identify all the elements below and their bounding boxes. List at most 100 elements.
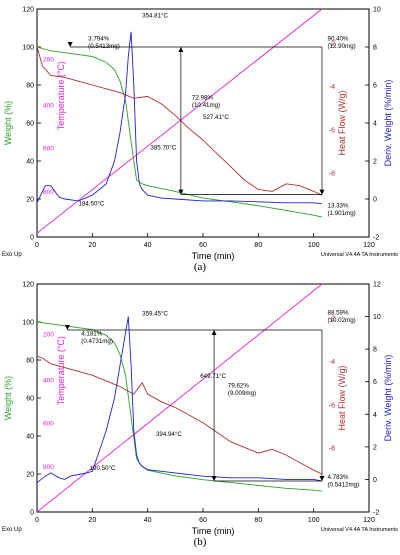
annotation-label: (9.009mg) [228, 390, 256, 397]
temperature-tick-label: 600 [43, 146, 54, 153]
heat-flow-tick-label: -4 [329, 84, 335, 91]
annotation-label: (10.02mg) [328, 317, 356, 324]
deriv-tick-label: 8 [373, 45, 377, 52]
step-arrowhead [178, 47, 184, 52]
deriv-tick-label: 8 [373, 347, 377, 354]
footer-instrument: Universal V4.4A TA Instruments [321, 527, 398, 533]
onset-arrowhead [67, 42, 73, 47]
step-arrowhead [319, 189, 325, 195]
annotation-label: 72.98% [192, 94, 213, 101]
left-tick-label: 120 [22, 282, 34, 289]
annotation-label: (1.901mg) [328, 210, 356, 217]
heat-flow-curve [36, 46, 323, 196]
annotation-label: 4.181% [81, 330, 102, 337]
deriv-tick-label: 0 [373, 197, 377, 204]
x-tick-label: 40 [144, 517, 152, 524]
deriv-tick-label: 4 [373, 412, 377, 419]
x-tick-label: 0 [35, 242, 39, 249]
weight-curve [36, 46, 323, 218]
annotation-label: (0.5413mg) [88, 43, 120, 50]
left-tick-label: 0 [30, 510, 34, 517]
deriv-weight-curve [36, 31, 323, 205]
heat-flow-curve [36, 355, 323, 475]
annotation-label: 385.70°C [150, 145, 176, 152]
deriv-tick-label: 10 [373, 7, 381, 14]
annotation-label: 649.71°C [200, 373, 226, 380]
deriv-tick-label: 6 [373, 83, 377, 90]
left-tick-label: 20 [26, 472, 34, 479]
heat-flow-axis-label: Heat Flow (W/g) [337, 365, 347, 430]
deriv-tick-label: 6 [373, 379, 377, 386]
chart-a-caption: (a) [193, 261, 207, 273]
annotation-label: 3.794% [88, 35, 109, 42]
annotation-label: 13.33% [328, 203, 349, 210]
annotation-label: 190.50°C [90, 465, 116, 472]
heat-flow-tick-label: -2 [329, 316, 335, 323]
left-tick-label: 80 [26, 83, 34, 90]
annotation-label: 4.783% [328, 474, 349, 481]
annotation-label: 527.41°C [203, 114, 229, 121]
annotation-label: 354.81°C [142, 13, 168, 20]
deriv-tick-label: 0 [373, 477, 377, 484]
tga-chart-a: 0 20 40 60 80 100 120 Time (min) Exo Up Universal… [0, 0, 400, 275]
left-tick-label: 40 [26, 159, 34, 166]
deriv-tick-label: 12 [373, 282, 381, 289]
temperature-tick-label: 200 [43, 332, 54, 339]
temperature-tick-label: 800 [43, 189, 54, 196]
x-tick-label: 120 [363, 242, 375, 249]
onset-arrowhead [64, 324, 70, 330]
deriv-tick-label: 4 [373, 121, 377, 128]
x-tick-label: 80 [254, 242, 262, 249]
left-tick-label: 60 [26, 396, 34, 403]
footer-instrument: Universal V4.4A TA Instruments [321, 252, 398, 258]
x-tick-label: 60 [199, 517, 207, 524]
temperature-axis-label: Temperature (°C) [56, 336, 66, 405]
deriv-tick-label: -2 [373, 235, 379, 242]
step-arrowhead [211, 476, 217, 482]
left-tick-label: 100 [22, 45, 34, 52]
annotation-label: 79.62% [228, 383, 249, 390]
temperature-curve [36, 283, 323, 513]
left-tick-label: 40 [26, 434, 34, 441]
x-tick-label: 40 [144, 242, 152, 249]
temperature-tick-label: 200 [43, 57, 54, 64]
left-tick-label: 120 [22, 7, 34, 14]
x-tick-label: 20 [88, 517, 96, 524]
left-tick-label: 80 [26, 358, 34, 365]
annotation-label: (12.90mg) [328, 43, 356, 50]
temperature-tick-label: 800 [43, 464, 54, 471]
x-axis-label: Time (min) [192, 251, 235, 261]
annotation-label: 184.50°C [79, 201, 105, 208]
deriv-tick-label: 2 [373, 444, 377, 451]
chart-b-caption: (b) [193, 536, 207, 548]
annotation-label: 90.40% [328, 35, 349, 42]
annotation-label: (10.41mg) [192, 102, 220, 109]
heat-flow-axis-label: Heat Flow (W/g) [337, 90, 347, 155]
temperature-tick-label: 400 [43, 102, 54, 109]
left-tick-label: 20 [26, 197, 34, 204]
heat-flow-tick-label: -8 [329, 171, 335, 178]
deriv-weight-curve [36, 316, 323, 484]
x-tick-label: 20 [88, 242, 96, 249]
annotation-label: (0.4731mg) [81, 338, 113, 345]
annotation-label: 88.59% [328, 309, 349, 316]
deriv-tick-label: -2 [373, 510, 379, 517]
x-tick-label: 100 [308, 242, 320, 249]
heat-flow-tick-label: -2 [329, 41, 335, 48]
x-tick-label: 80 [254, 517, 262, 524]
deriv-tick-label: 2 [373, 159, 377, 166]
annotation-label: 394.94°C [156, 431, 182, 438]
weight-axis-label: Weight (%) [3, 376, 13, 420]
step-arrowhead [211, 329, 217, 335]
left-tick-label: 0 [30, 235, 34, 242]
annotation-label: 359.45°C [142, 310, 168, 317]
left-tick-label: 100 [22, 320, 34, 327]
temperature-tick-label: 600 [43, 421, 54, 428]
heat-flow-tick-label: -4 [329, 359, 335, 366]
temperature-curve [36, 8, 323, 234]
deriv-axis-label: Deriv. Weight (%/min) [383, 355, 393, 442]
tga-chart-b: 0 20 40 60 80 100 120 Time (min) Exo Up Universal… [0, 275, 400, 550]
heat-flow-tick-label: -6 [329, 402, 335, 409]
